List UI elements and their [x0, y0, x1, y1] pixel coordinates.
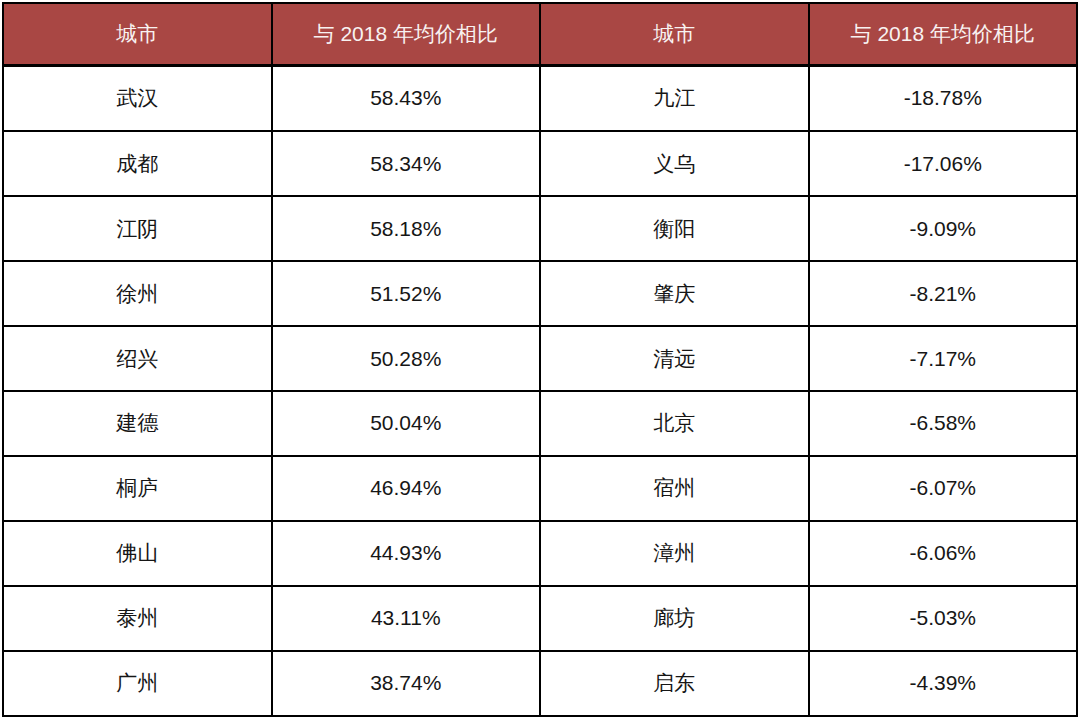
- value-cell: 46.94%: [272, 456, 541, 521]
- value-cell: 51.52%: [272, 261, 541, 326]
- table-row: 江阴 58.18% 衡阳 -9.09%: [3, 196, 1077, 261]
- city-cell: 启东: [540, 651, 809, 716]
- city-cell: 廊坊: [540, 586, 809, 651]
- table-row: 武汉 58.43% 九江 -18.78%: [3, 65, 1077, 131]
- table-row: 绍兴 50.28% 清远 -7.17%: [3, 326, 1077, 391]
- value-cell: -9.09%: [809, 196, 1078, 261]
- table-row: 徐州 51.52% 肇庆 -8.21%: [3, 261, 1077, 326]
- column-header-city-left: 城市: [3, 3, 272, 65]
- price-comparison-table: 城市 与 2018 年均价相比 城市 与 2018 年均价相比 武汉 58.43…: [2, 2, 1078, 717]
- city-cell: 九江: [540, 65, 809, 131]
- table-row: 桐庐 46.94% 宿州 -6.07%: [3, 456, 1077, 521]
- city-cell: 义乌: [540, 131, 809, 196]
- city-cell: 佛山: [3, 521, 272, 586]
- value-cell: 58.43%: [272, 65, 541, 131]
- city-cell: 广州: [3, 651, 272, 716]
- value-cell: -18.78%: [809, 65, 1078, 131]
- value-cell: -6.07%: [809, 456, 1078, 521]
- city-cell: 肇庆: [540, 261, 809, 326]
- value-cell: 50.04%: [272, 391, 541, 456]
- value-cell: 44.93%: [272, 521, 541, 586]
- city-cell: 泰州: [3, 586, 272, 651]
- table-row: 泰州 43.11% 廊坊 -5.03%: [3, 586, 1077, 651]
- city-cell: 漳州: [540, 521, 809, 586]
- value-cell: 58.18%: [272, 196, 541, 261]
- header-row: 城市 与 2018 年均价相比 城市 与 2018 年均价相比: [3, 3, 1077, 65]
- column-header-city-right: 城市: [540, 3, 809, 65]
- table-row: 佛山 44.93% 漳州 -6.06%: [3, 521, 1077, 586]
- value-cell: 58.34%: [272, 131, 541, 196]
- value-cell: -7.17%: [809, 326, 1078, 391]
- city-cell: 衡阳: [540, 196, 809, 261]
- value-cell: -5.03%: [809, 586, 1078, 651]
- city-cell: 徐州: [3, 261, 272, 326]
- value-cell: 43.11%: [272, 586, 541, 651]
- table-row: 广州 38.74% 启东 -4.39%: [3, 651, 1077, 716]
- column-header-value-right: 与 2018 年均价相比: [809, 3, 1078, 65]
- table-row: 建德 50.04% 北京 -6.58%: [3, 391, 1077, 456]
- city-cell: 宿州: [540, 456, 809, 521]
- value-cell: -8.21%: [809, 261, 1078, 326]
- table-row: 成都 58.34% 义乌 -17.06%: [3, 131, 1077, 196]
- value-cell: -17.06%: [809, 131, 1078, 196]
- city-cell: 江阴: [3, 196, 272, 261]
- city-cell: 桐庐: [3, 456, 272, 521]
- value-cell: -6.58%: [809, 391, 1078, 456]
- city-cell: 成都: [3, 131, 272, 196]
- city-cell: 清远: [540, 326, 809, 391]
- value-cell: 50.28%: [272, 326, 541, 391]
- city-cell: 建德: [3, 391, 272, 456]
- city-cell: 绍兴: [3, 326, 272, 391]
- value-cell: -6.06%: [809, 521, 1078, 586]
- city-cell: 北京: [540, 391, 809, 456]
- city-cell: 武汉: [3, 65, 272, 131]
- column-header-value-left: 与 2018 年均价相比: [272, 3, 541, 65]
- value-cell: 38.74%: [272, 651, 541, 716]
- page: 城市 与 2018 年均价相比 城市 与 2018 年均价相比 武汉 58.43…: [0, 0, 1080, 719]
- value-cell: -4.39%: [809, 651, 1078, 716]
